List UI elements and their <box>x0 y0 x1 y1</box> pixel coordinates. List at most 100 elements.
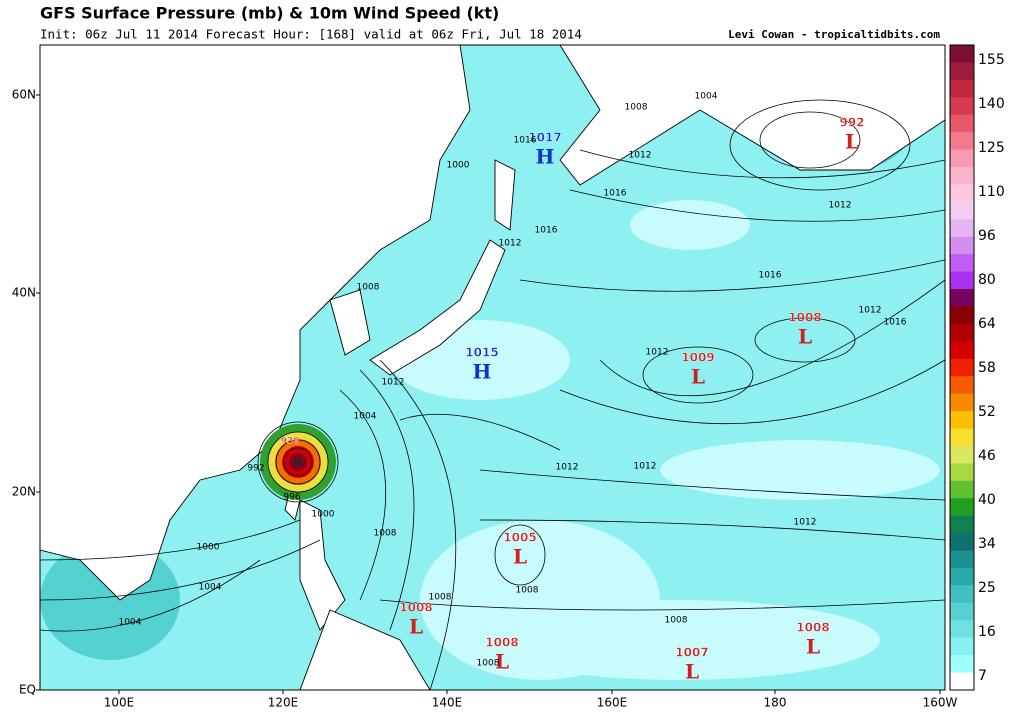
colorbar-cell <box>950 236 974 255</box>
center-type: L <box>513 545 527 569</box>
center-type: H <box>536 145 555 169</box>
colorbar-cell <box>950 79 974 98</box>
isobar-label: 996 <box>283 493 300 503</box>
colorbar-cell <box>950 445 974 464</box>
colorbar-cell <box>950 637 974 656</box>
center-pressure: 1008 <box>485 636 518 650</box>
colorbar-cell <box>950 358 974 377</box>
colorbar-cell <box>950 602 974 621</box>
isobar-label: 1000 <box>447 161 470 171</box>
isobar-label: 1008 <box>665 616 688 626</box>
colorbar-cell <box>950 341 974 360</box>
colorbar-label: 80 <box>978 272 996 288</box>
isobar-label: 1016 <box>604 189 627 199</box>
colorbar-cell <box>950 201 974 220</box>
colorbar: 155 140 125 110 96 80 64 58 52 46 40 34 25 16 7 <box>949 44 1005 691</box>
axes: 60N 40N 20N EQ 100E 120E 140E 160E 180 160W <box>12 88 958 710</box>
colorbar-cell <box>950 376 974 395</box>
center-type: L <box>685 660 699 684</box>
center-type: L <box>691 365 705 389</box>
center-pressure: 938 <box>281 437 300 447</box>
colorbar-label: 52 <box>978 404 996 420</box>
isobars <box>40 99 945 690</box>
credit: Levi Cowan - tropicaltidbits.com <box>728 28 940 41</box>
colorbar-cell <box>950 306 974 325</box>
colorbar-cell <box>950 132 974 151</box>
isobar-label: 1016 <box>759 271 782 281</box>
colorbar-cell <box>950 655 974 674</box>
colorbar-cell <box>950 411 974 430</box>
colorbar-label: 58 <box>978 360 996 376</box>
colorbar-cell <box>950 515 974 534</box>
colorbar-label: 110 <box>978 184 1005 200</box>
center-type: L <box>409 615 423 639</box>
center-pressure: 1017 <box>528 131 561 145</box>
colorbar-cell <box>950 167 974 185</box>
lat-label: 20N <box>12 485 36 499</box>
isobar-label: 1012 <box>499 239 522 249</box>
colorbar-cell <box>950 428 974 447</box>
colorbar-cell <box>950 289 974 307</box>
isobar-label: 1000 <box>312 510 335 520</box>
isobar-label: 1008 <box>429 593 452 603</box>
colorbar-cell <box>950 620 974 639</box>
isobar-label: 1012 <box>646 348 669 358</box>
center-pressure: 1008 <box>796 621 829 635</box>
center-pressure: 1005 <box>503 531 536 545</box>
colorbar-cell <box>950 219 974 238</box>
isobar-label: 1016 <box>535 226 558 236</box>
colorbar-cell <box>950 480 974 499</box>
center-type: H <box>473 360 492 384</box>
title: GFS Surface Pressure (mb) & 10m Wind Spe… <box>40 4 499 23</box>
center-pressure: 1015 <box>465 346 498 360</box>
isobar-label: 1016 <box>884 318 907 328</box>
center-pressure: 1007 <box>675 646 708 660</box>
colorbar-label: 64 <box>978 316 996 332</box>
isobar-label: 1004 <box>695 92 718 102</box>
colorbar-cell <box>950 97 974 116</box>
lon-label: 160W <box>923 696 958 710</box>
center-pressure: 1009 <box>681 351 714 365</box>
isobar-label: 1012 <box>634 462 657 472</box>
isobar-label: 992 <box>247 464 264 474</box>
colorbar-cell <box>950 184 974 203</box>
colorbar-cell <box>950 533 974 552</box>
lon-label: 180 <box>764 696 787 710</box>
isobar-label: 1012 <box>794 518 817 528</box>
colorbar-label: 7 <box>978 668 987 684</box>
isobar-label: 1012 <box>829 201 852 211</box>
calm-areas <box>390 200 940 680</box>
isobar-label: 1000 <box>197 543 220 553</box>
isobar-label: 1016 <box>514 136 537 146</box>
lon-label: 140E <box>432 696 463 710</box>
isobar-label: 1008 <box>477 659 500 669</box>
isobar-label: 1012 <box>859 306 882 316</box>
colorbar-label: 140 <box>978 96 1005 112</box>
isobar-label: 1012 <box>556 463 579 473</box>
isobar-label: 1004 <box>119 618 142 628</box>
colorbar-label: 40 <box>978 492 996 508</box>
center-type: L <box>495 650 509 674</box>
colorbar-label: 46 <box>978 448 996 464</box>
colorbar-label: 16 <box>978 624 996 640</box>
lat-label: 60N <box>12 88 36 102</box>
center-pressure: 1008 <box>788 311 821 325</box>
isobar-label: 1004 <box>354 412 377 422</box>
colorbar-cell <box>950 550 974 569</box>
colorbar-cell <box>950 393 974 412</box>
isobar-label: 1012 <box>382 378 405 388</box>
colorbar-cell <box>950 567 974 586</box>
lon-label: 160E <box>597 696 628 710</box>
map-frame <box>39 44 946 691</box>
colorbar-cell <box>950 498 974 517</box>
colorbar-cell <box>950 45 974 63</box>
lat-label: 40N <box>12 286 36 300</box>
colorbar-label: 34 <box>978 536 996 552</box>
center-type: L <box>806 635 820 659</box>
colorbar-cell <box>950 323 974 342</box>
colorbar-label: 155 <box>978 52 1005 68</box>
lon-label: 120E <box>268 696 299 710</box>
